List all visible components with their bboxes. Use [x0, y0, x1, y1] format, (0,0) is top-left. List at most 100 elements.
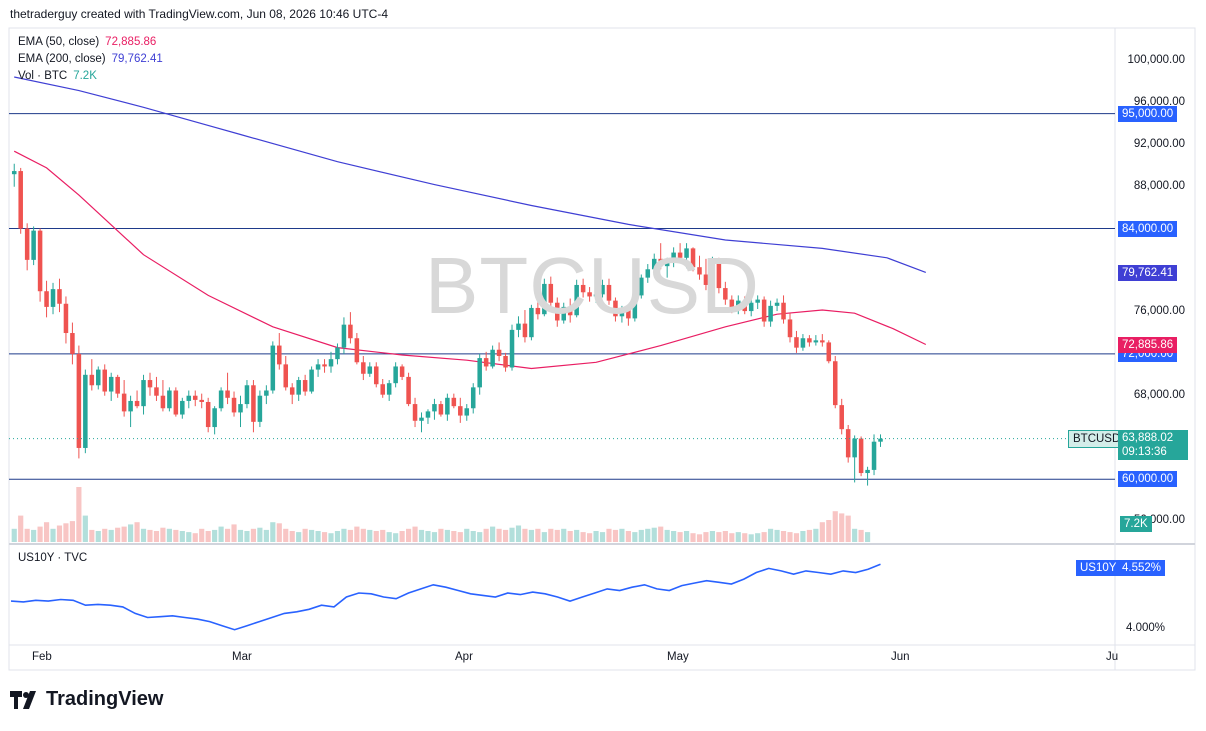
- volume-bar: [244, 531, 250, 542]
- volume-bar: [735, 532, 741, 542]
- volume-bar: [76, 487, 82, 542]
- candle-body: [690, 248, 696, 268]
- candle-body: [639, 277, 644, 296]
- brand-name: TradingView: [46, 688, 164, 710]
- volume-bar: [289, 531, 295, 542]
- price-tick: 100,000.00: [1127, 54, 1185, 67]
- candle-body: [671, 252, 676, 261]
- candle-body: [535, 307, 541, 315]
- x-label-apr: Apr: [455, 651, 473, 663]
- candle-body: [761, 299, 767, 322]
- candle-body: [645, 269, 651, 278]
- price-tick: 68,000.00: [1133, 388, 1185, 401]
- bar-countdown: 09:13:36: [1122, 445, 1167, 458]
- candle-body: [102, 369, 108, 392]
- candle-body: [154, 387, 159, 396]
- candle-body: [419, 417, 424, 421]
- candle-body: [173, 390, 179, 415]
- volume-bar: [250, 528, 257, 542]
- candle-body: [736, 300, 741, 309]
- candle-body: [257, 395, 263, 422]
- ema200-line: [14, 76, 927, 273]
- candle-body: [354, 338, 360, 363]
- volume-bar: [24, 528, 30, 542]
- candle-body: [768, 305, 773, 322]
- legend-volume[interactable]: Vol · BTC 7.2K: [18, 70, 97, 82]
- volume-bar: [31, 529, 37, 542]
- tradingview-logo[interactable]: TradingView: [10, 688, 163, 711]
- legend-ema200[interactable]: EMA (200, close) 79,762.41: [18, 53, 163, 65]
- candle-body: [277, 345, 282, 365]
- volume-bar: [490, 526, 496, 542]
- volume-bar: [367, 529, 373, 542]
- candle-body: [774, 302, 780, 306]
- candle-body: [807, 338, 812, 343]
- candle-body: [83, 374, 88, 448]
- volume-bar: [354, 526, 360, 542]
- candle-body: [44, 291, 49, 307]
- volume-bar: [632, 532, 638, 542]
- legend-ema50[interactable]: EMA (50, close) 72,885.86: [18, 36, 156, 48]
- volume-bar: [819, 522, 825, 542]
- price-tick: 88,000.00: [1133, 179, 1185, 192]
- candle-body: [813, 340, 819, 343]
- candle-body: [367, 366, 373, 374]
- candle-body: [238, 404, 243, 413]
- candle-body: [503, 356, 508, 368]
- candle-body: [96, 369, 101, 386]
- price-tick: 96,000.00: [1133, 96, 1185, 109]
- candle-body: [270, 345, 276, 391]
- volume-bar: [541, 532, 547, 542]
- volume-bar: [599, 532, 606, 542]
- volume-bar: [742, 533, 748, 542]
- volume-bar: [224, 528, 231, 542]
- volume-bar: [425, 531, 431, 542]
- volume-bar: [839, 513, 845, 542]
- candle-body: [283, 364, 289, 388]
- volume-bar: [212, 529, 218, 542]
- volume-bar: [748, 534, 754, 542]
- legend-ema50-label: EMA (50, close): [18, 36, 100, 48]
- candle-body: [593, 294, 599, 297]
- level-badge-60000: 60,000.00: [1118, 471, 1178, 488]
- volume-bar: [431, 532, 438, 542]
- volume-bar: [793, 533, 800, 542]
- candle-body: [134, 400, 140, 407]
- legend-volume-value: 7.2K: [73, 70, 97, 82]
- volume-bar: [276, 523, 282, 542]
- candle-body: [845, 429, 851, 458]
- candle-body: [483, 358, 489, 367]
- volume-bar: [703, 532, 709, 542]
- candle-body: [141, 380, 146, 407]
- volume-bar: [729, 533, 735, 542]
- x-label-mar: Mar: [232, 651, 252, 663]
- x-label-may: May: [667, 651, 689, 663]
- volume-bar: [82, 515, 88, 542]
- volume-bar: [496, 528, 502, 542]
- volume-bar: [806, 529, 812, 542]
- candle-body: [509, 329, 515, 368]
- candle-body: [878, 438, 883, 442]
- volume-bar: [696, 534, 703, 542]
- volume-bar: [722, 531, 728, 542]
- candle-body: [470, 387, 476, 409]
- legend-ema200-value: 79,762.41: [111, 53, 163, 65]
- candle-body: [445, 397, 450, 415]
- volume-bar: [864, 532, 871, 542]
- candle-body: [522, 323, 528, 338]
- candle-body: [315, 364, 321, 370]
- candle-body: [477, 358, 482, 388]
- volume-bar: [283, 528, 289, 542]
- candle-body: [852, 438, 857, 458]
- candle-body: [380, 384, 385, 395]
- candle-body: [18, 171, 23, 229]
- volume-bar: [593, 531, 599, 542]
- volume-bar: [709, 531, 716, 542]
- candle-body: [309, 369, 314, 392]
- us10y-pane-title[interactable]: US10Y · TVC: [18, 552, 88, 564]
- volume-bar: [826, 520, 832, 542]
- candle-body: [76, 353, 82, 448]
- volume-bar: [638, 529, 644, 542]
- legend-ema50-value: 72,885.86: [105, 36, 157, 48]
